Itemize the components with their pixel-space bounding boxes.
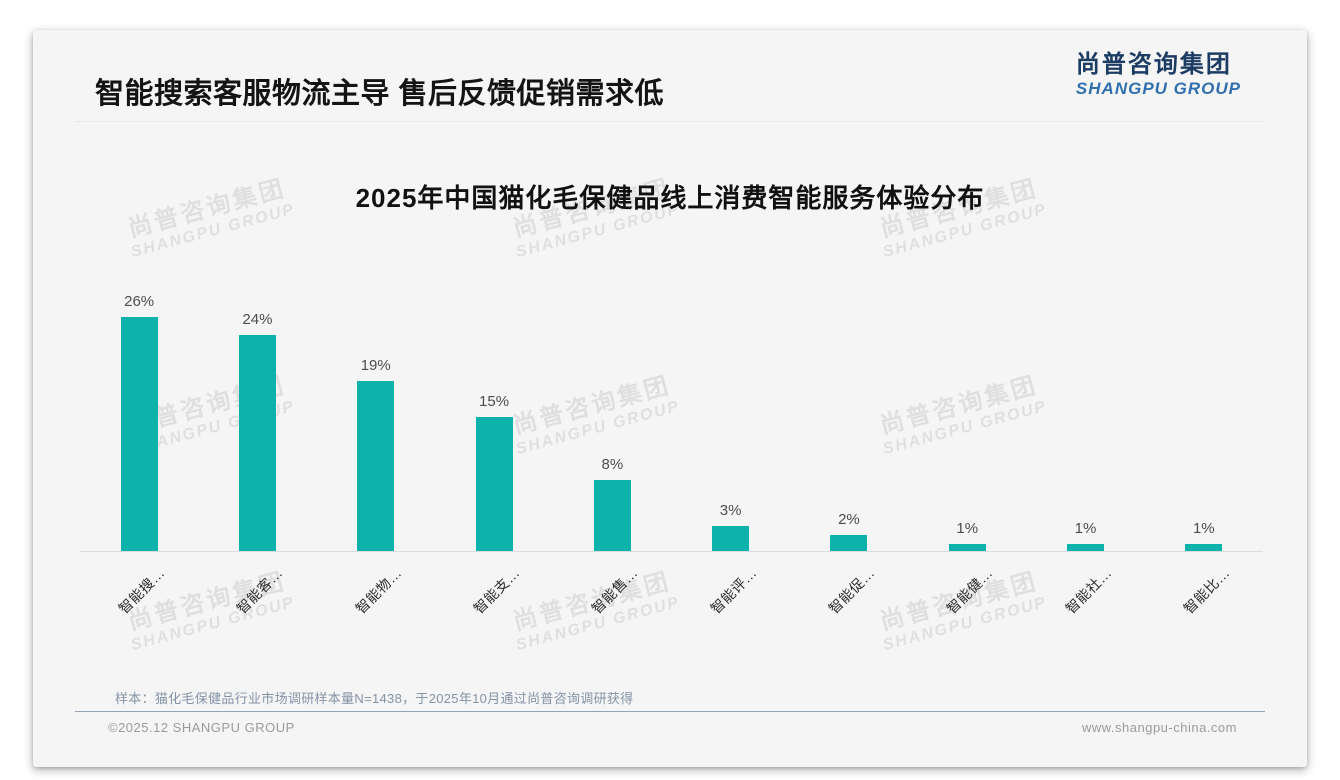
bar-slot: 1% 智能健… [908,270,1026,617]
bar-value-label: 3% [719,502,742,519]
bar-value-label: 1% [956,520,979,537]
bar-value-label: 15% [479,393,510,410]
bar-value-label: 1% [1074,520,1097,537]
bar-value-label: 19% [360,357,391,374]
bar [1185,544,1223,551]
x-axis-label: 智能评… [707,564,760,617]
bar [120,317,158,551]
report-card: 尚普咨询集团 SHANGPU GROUP 尚普咨询集团 SHANGPU GROUP 尚普… [33,30,1307,767]
bar-slot: 1% 智能比… [1145,270,1263,617]
x-axis-label: 智能客… [233,564,287,617]
bar [238,335,276,551]
bar-slot: 8% 智能售… [553,270,671,617]
bar [357,381,395,551]
page-title: 智能搜索客服物流主导 售后反馈促销需求低 [95,78,665,110]
bar-slot: 26% 智能搜… [80,270,198,617]
footer-divider [75,711,1265,712]
title-divider [75,121,1265,122]
sample-footnote: 样本：猫化毛保健品行业市场调研样本量N=1438，于2025年10月通过尚普咨询… [115,691,634,706]
bar-value-label: 2% [838,511,860,528]
company-logo: 尚普咨询集团 SHANGPU GROUP [1075,51,1241,98]
bar-slot: 2% 智能促… [790,270,908,617]
bar-value-label: 24% [242,311,273,328]
bar-slot: 1% 智能社… [1026,270,1144,617]
bar [830,535,868,551]
website-url: www.shangpu-china.com [1081,720,1237,735]
logo-chinese-text: 尚普咨询集团 [1075,51,1232,78]
x-axis-label: 智能售… [588,564,642,617]
bar [475,417,513,551]
bar [948,544,986,551]
x-axis-label: 智能社… [1061,564,1115,617]
bar [593,480,631,551]
x-axis-label: 智能搜… [115,564,168,617]
x-axis-label: 智能支… [470,564,523,617]
bar-slot: 24% 智能客… [198,270,316,617]
bar-slot: 15% 智能支… [435,270,553,617]
bar-value-label: 1% [1192,520,1215,537]
bar-chart: 26% 智能搜… 24% 智能客… 19% 智能物… 15% 智能支… 8% 智能售… 3% 智能评…… [80,270,1263,617]
x-axis-label: 智能促… [825,564,878,617]
bar-slot: 19% 智能物… [317,270,435,617]
logo-english-text: SHANGPU GROUP [1075,78,1241,98]
x-axis-label: 智能比… [1180,564,1233,617]
bar [712,526,750,551]
bar [1067,544,1105,551]
x-axis-label: 智能物… [352,564,405,617]
chart-title: 2025年中国猫化毛保健品线上消费智能服务体验分布 [355,183,985,213]
bar-value-label: 8% [601,456,624,473]
x-axis-label: 智能健… [943,564,996,617]
copyright-text: ©2025.12 SHANGPU GROUP [108,720,295,735]
bar-value-label: 26% [124,293,155,310]
bar-slot: 3% 智能评… [671,270,789,617]
